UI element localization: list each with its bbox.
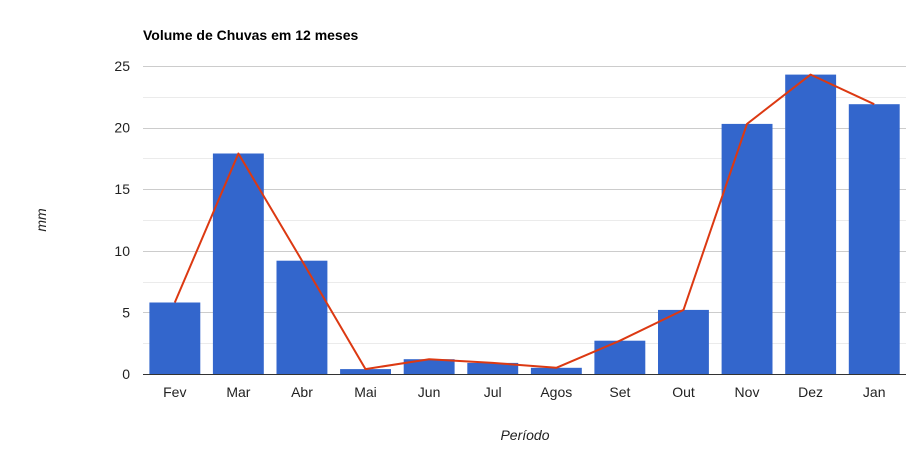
x-tick-label: Nov [735,384,760,400]
bar-mar [212,153,264,374]
line-series [173,73,875,371]
x-tick-label: Set [609,384,630,400]
y-tick-label: 20 [114,120,130,136]
bar-jan [848,104,900,374]
bars [149,74,900,375]
x-tick-label: Abr [291,384,313,400]
bar-jun [403,359,455,374]
bar-jul [467,362,519,374]
x-tick-label: Jun [418,384,441,400]
x-tick-label: Jul [484,384,502,400]
x-tick-label: Out [672,384,695,400]
bar-nov [721,123,773,375]
bar-set [594,340,646,374]
bar-agos [530,367,582,374]
x-axis-title: Período [500,427,549,443]
bar-fev [149,302,201,374]
bar-abr [276,260,328,374]
y-tick-label: 15 [114,181,130,197]
bar-out [658,309,709,374]
x-tick-label: Mai [354,384,377,400]
gridlines [143,66,906,375]
y-tick-label: 0 [122,366,130,382]
x-tick-label: Jan [863,384,886,400]
x-tick-label: Fev [163,384,186,400]
y-tick-label: 10 [114,243,130,259]
y-axis-ticks: 0 5 10 15 20 25 [114,58,130,382]
y-tick-label: 5 [122,304,130,320]
chart-title: Volume de Chuvas em 12 meses [143,27,358,43]
trend-line [173,73,875,371]
bar-mai [340,369,391,374]
y-axis-title: mm [33,208,49,232]
y-tick-label: 25 [114,58,130,74]
bar-dez [785,74,837,374]
x-tick-label: Mar [226,384,250,400]
x-tick-label: Dez [798,384,823,400]
x-axis-ticks: Fev Mar Abr Mai Jun Jul Agos Set Out Nov Dez Jan [163,384,885,400]
x-tick-label: Agos [540,384,572,400]
